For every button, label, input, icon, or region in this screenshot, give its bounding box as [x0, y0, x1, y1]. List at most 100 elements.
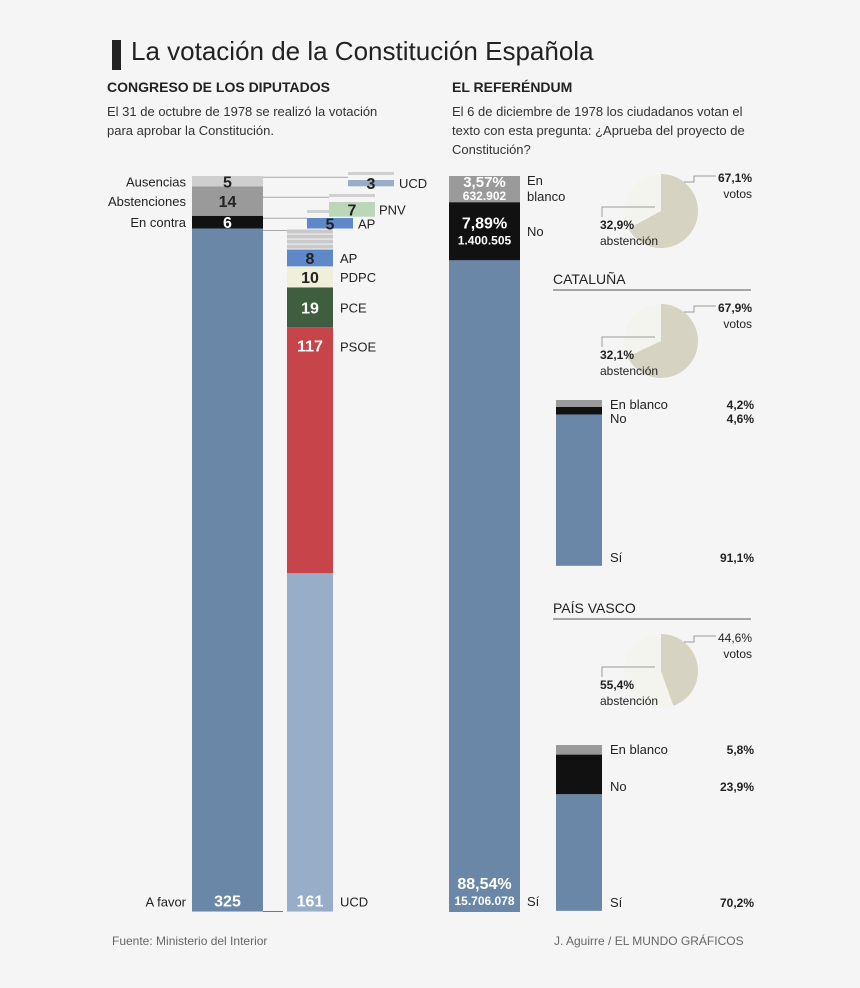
side-label-en-contra: AP: [358, 216, 375, 231]
category-label-en-contra: En contra: [130, 215, 186, 230]
side-value-ausencias: 3: [367, 176, 376, 193]
party-value-pce: 19: [301, 300, 319, 317]
referendum-pct-no: 7,89%: [462, 215, 507, 232]
party-label-ucd: UCD: [340, 895, 368, 910]
referendum-bar-no: [449, 202, 520, 261]
referendum-label-si: Sí: [527, 894, 540, 909]
cataluna-label-si: Sí: [610, 550, 623, 565]
party-label-pce: PCE: [340, 300, 367, 315]
pais-vasco-bar-blanco: [556, 745, 602, 755]
pie-cataluna-votos-label: votos: [723, 317, 752, 331]
referendum-count-si: 15.706.078: [454, 894, 514, 908]
party-bar-ap: [287, 249, 333, 267]
side-value-abstenciones: 7: [348, 202, 357, 219]
region-title-pais-vasco: PAÍS VASCO: [553, 600, 636, 616]
referendum-intro: El 6 de diciembre de 1978 los ciudadanos…: [452, 104, 745, 157]
congreso-heading: CONGRESO DE LOS DIPUTADOS: [107, 79, 330, 95]
category-label-abstenciones: Abstenciones: [108, 194, 187, 209]
pie-espana-slice-votos: [628, 174, 698, 248]
side-label-abstenciones: PNV: [379, 202, 406, 217]
referendum-count-no: 1.400.505: [458, 233, 512, 247]
bar-abstenciones: [192, 186, 263, 216]
side-bar-ausencias: [348, 180, 394, 187]
value-label-ausencias: 5: [223, 174, 232, 191]
value-label-abstenciones: 14: [219, 194, 237, 211]
category-label-a-favor: A favor: [146, 895, 187, 910]
side-bar-abstenciones: [329, 202, 375, 217]
pie-pais-vasco-abstencion-pct: 55,4%: [600, 678, 634, 692]
referendum-heading: EL REFERÉNDUM: [452, 79, 573, 95]
pais-vasco-bar-si: [556, 794, 602, 911]
credit-note: J. Aguirre / EL MUNDO GRÁFICOS: [554, 934, 744, 948]
cataluna-bar-no: [556, 406, 602, 415]
party-bar-filler-0: [287, 229, 333, 234]
party-bar-pce: [287, 287, 333, 328]
cataluna-pct-no: 4,6%: [727, 412, 755, 426]
side-value-en-contra: 5: [326, 216, 335, 233]
pie-pais-vasco-votos-label: votos: [723, 647, 752, 661]
side-bar-en-contra: [307, 218, 353, 229]
pais-vasco-label-si: Sí: [610, 895, 623, 910]
referendum-pct-si: 88,54%: [457, 876, 511, 893]
side-bar-cap-abstenciones: [329, 194, 375, 197]
pais-vasco-pct-si: 70,2%: [720, 896, 754, 910]
cataluna-bar-blanco: [556, 400, 602, 407]
bar-ausencias: [192, 176, 263, 187]
pie-espana-leader-votos: [684, 175, 716, 183]
pie-espana-abstencion-pct: 32,9%: [600, 218, 634, 232]
pie-pais-vasco-leader-abstencion: [601, 666, 655, 677]
pie-cataluna-votos-pct: 67,9%: [718, 301, 752, 315]
party-label-psoe: PSOE: [340, 339, 376, 354]
party-value-psoe: 117: [297, 338, 323, 355]
party-value-ap: 8: [306, 251, 315, 268]
party-bar-ucd: [287, 573, 333, 912]
cataluna-label-no: No: [610, 411, 627, 426]
party-value-pdpc: 10: [301, 270, 319, 287]
pie-cataluna-leader-votos: [684, 305, 716, 313]
source-note: Fuente: Ministerio del Interior: [112, 934, 268, 948]
pais-vasco-bar-no: [556, 754, 602, 795]
pais-vasco-pct-no: 23,9%: [720, 780, 754, 794]
category-label-ausencias: Ausencias: [126, 174, 186, 189]
pais-vasco-label-no: No: [610, 779, 627, 794]
pie-pais-vasco-slice-votos: [661, 634, 698, 706]
referendum-label-blanco-1: En: [527, 173, 543, 188]
pie-cataluna-abstencion-label: abstención: [600, 364, 658, 378]
bar-en-contra: [192, 215, 263, 229]
congreso-intro: El 31 de octubre de 1978 se realizó la v…: [107, 104, 378, 138]
referendum-label-blanco-2: blanco: [527, 189, 565, 204]
party-bar-filler-1: [287, 234, 333, 239]
pie-cataluna-abstencion-pct: 32,1%: [600, 348, 634, 362]
region-title-cataluna: CATALUÑA: [553, 271, 626, 287]
pie-espana-votos-label: votos: [723, 187, 752, 201]
value-label-a-favor: 325: [214, 894, 241, 911]
pie-pais-vasco-leader-votos: [684, 635, 716, 643]
party-bar-pdpc: [287, 266, 333, 288]
side-bar-cap-ausencias: [348, 172, 394, 175]
bar-a-favor: [192, 228, 263, 912]
pais-vasco-pct-blanco: 5,8%: [727, 743, 755, 757]
party-label-ap: AP: [340, 251, 357, 266]
party-value-ucd: 161: [297, 894, 324, 911]
party-bar-filler-2: [287, 239, 333, 244]
cataluna-bar-si: [556, 414, 602, 566]
referendum-bar-si: [449, 260, 520, 913]
pie-pais-vasco-abstencion-label: abstención: [600, 694, 658, 708]
pie-espana-abstencion-label: abstención: [600, 234, 658, 248]
pie-pais-vasco-votos-pct: 44,6%: [718, 631, 752, 645]
referendum-pct-blanco: 3,57%: [463, 174, 506, 191]
value-label-en-contra: 6: [223, 215, 232, 232]
cataluna-pct-si: 91,1%: [720, 551, 754, 565]
cataluna-pct-blanco: 4,2%: [727, 398, 755, 412]
party-bar-psoe: [287, 327, 333, 574]
party-bar-filler-3: [287, 244, 333, 249]
party-label-pdpc: PDPC: [340, 270, 376, 285]
page-title: La votación de la Constitución Española: [131, 36, 594, 66]
referendum-label-no: No: [527, 224, 544, 239]
cataluna-label-blanco: En blanco: [610, 397, 668, 412]
pie-espana-leader-abstencion: [601, 206, 655, 217]
pie-cataluna-slice-votos: [627, 304, 698, 378]
pie-espana-votos-pct: 67,1%: [718, 171, 752, 185]
side-label-ausencias: UCD: [399, 176, 427, 191]
